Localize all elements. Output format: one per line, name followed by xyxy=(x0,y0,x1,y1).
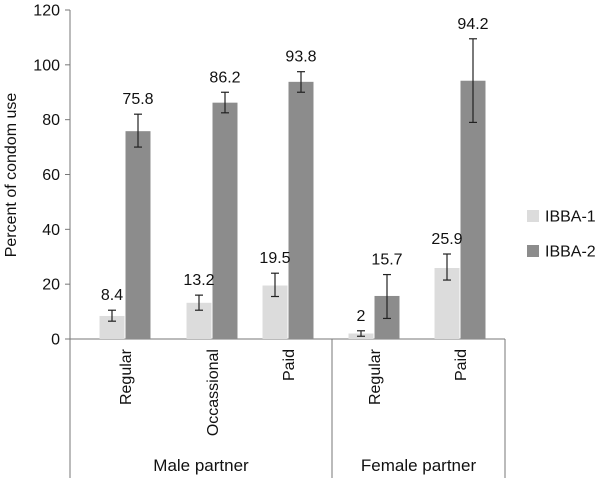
category-label: Regular xyxy=(118,348,135,405)
legend-label: IBBA-2 xyxy=(545,244,596,261)
data-label: 15.7 xyxy=(371,252,402,269)
y-axis-label: Percent of condom use xyxy=(3,93,20,258)
group-label: Female partner xyxy=(361,456,477,475)
group-label: Male partner xyxy=(153,456,249,475)
y-tick-label: 60 xyxy=(42,167,60,184)
data-label: 13.2 xyxy=(183,272,214,289)
legend-swatch xyxy=(527,245,539,257)
y-tick-label: 0 xyxy=(51,332,60,349)
bar xyxy=(212,102,238,339)
bar xyxy=(99,315,125,339)
bar xyxy=(288,81,314,339)
error-bars xyxy=(108,38,477,337)
y-tick-label: 20 xyxy=(42,277,60,294)
data-label: 93.8 xyxy=(285,49,316,66)
data-label: 25.9 xyxy=(431,231,462,248)
data-label: 94.2 xyxy=(457,16,488,33)
category-label: Regular xyxy=(367,348,384,405)
data-label: 19.5 xyxy=(259,250,290,267)
data-label: 75.8 xyxy=(122,91,153,108)
data-label: 2 xyxy=(357,308,366,325)
legend-swatch xyxy=(527,210,539,222)
category-labels: Regular Occassional Paid Regular Paid xyxy=(118,348,470,436)
category-label: Paid xyxy=(453,349,470,381)
data-label: 86.2 xyxy=(209,69,240,86)
y-tick-label: 120 xyxy=(33,3,60,20)
bars xyxy=(99,80,486,340)
bar xyxy=(125,131,151,339)
category-label: Occassional xyxy=(205,349,222,436)
y-tick-label: 40 xyxy=(42,222,60,239)
bar xyxy=(460,80,486,340)
legend: IBBA-1 IBBA-2 xyxy=(527,209,596,261)
category-label: Paid xyxy=(281,349,298,381)
data-label: 8.4 xyxy=(101,287,123,304)
y-tick-label: 80 xyxy=(42,112,60,129)
y-tick-label: 100 xyxy=(33,57,60,74)
y-axis-ticks: 0 20 40 60 80 100 120 xyxy=(33,3,70,349)
group-labels: Male partner Female partner xyxy=(153,456,476,475)
data-labels: 8.4 13.2 19.5 2 25.9 75.8 86.2 93.8 15.7 94.2 xyxy=(101,16,489,325)
legend-label: IBBA-1 xyxy=(545,209,596,226)
